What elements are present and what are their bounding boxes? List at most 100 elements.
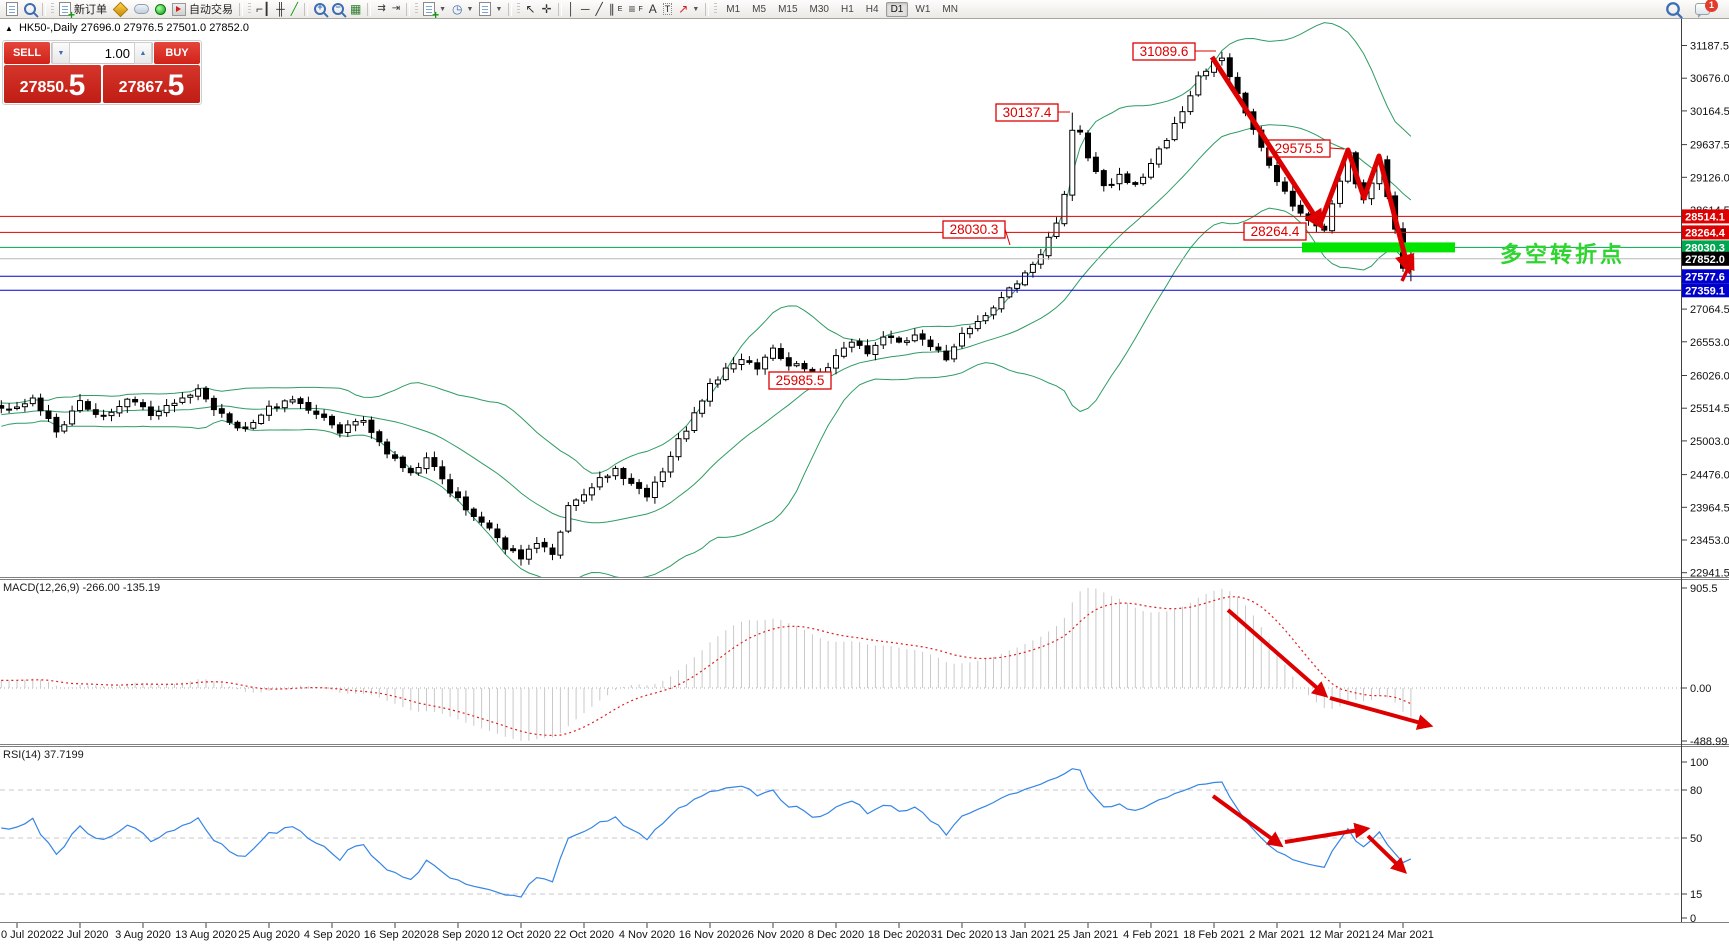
date-axis[interactable]: 0 Jul 2020 22 Jul 2020 3 Aug 2020 13 Aug 20… <box>1 923 1434 941</box>
timeframe-w1[interactable]: W1 <box>915 3 931 15</box>
zoom-out-button[interactable]: − <box>329 1 347 18</box>
symbol-arrow-icon: ▲ <box>5 24 13 33</box>
label-tool-button[interactable]: T <box>660 1 676 17</box>
tile-windows-button[interactable]: ▦ <box>347 1 364 17</box>
svg-text:18 Feb 2021: 18 Feb 2021 <box>1183 929 1245 941</box>
trend-arrows[interactable] <box>1209 55 1415 282</box>
bar-chart-button[interactable]: ⌐┃ <box>253 1 273 17</box>
timeframe-bar: M1 M5 M15 M30 H1 H4 D1 W1 MN <box>721 1 963 17</box>
buy-price-panel[interactable]: 27867 . 5 <box>103 65 200 103</box>
channel-icon: ∥ <box>608 2 615 16</box>
vline-button[interactable]: │ <box>565 1 579 17</box>
indicators-icon: + <box>423 2 439 21</box>
new-order-button[interactable]: + 新订单 <box>56 1 110 21</box>
svg-text:31089.6: 31089.6 <box>1140 44 1189 59</box>
svg-text:30164.5: 30164.5 <box>1690 106 1729 118</box>
zoom-in-icon: + <box>313 2 329 18</box>
svg-text:0: 0 <box>1690 913 1696 925</box>
paint-bucket-icon <box>112 1 129 17</box>
timeframe-h4[interactable]: H4 <box>865 3 879 15</box>
periods-button[interactable]: ◷ ▼ <box>452 2 474 16</box>
horizontal-line-icon: ─ <box>581 2 590 16</box>
volume-decrease-button[interactable]: ▼ <box>52 42 70 64</box>
arrows-tool-button[interactable]: ↗ ▼ <box>678 2 700 16</box>
volume-increase-button[interactable]: ▲ <box>134 42 152 64</box>
fibo-sub-label: F <box>638 5 643 13</box>
templates-button[interactable]: ▼ <box>476 1 505 17</box>
autotrading-icon <box>172 2 186 16</box>
line-chart-button[interactable]: ╱ <box>288 1 301 17</box>
volume-input[interactable] <box>70 44 134 62</box>
price-axis[interactable]: 31187.530676.030164.529637.529126.028614… <box>1682 41 1729 580</box>
line-chart-icon: ╱ <box>290 2 298 16</box>
timeframe-d1[interactable]: D1 <box>885 1 909 17</box>
search-icon[interactable] <box>1666 2 1684 20</box>
svg-text:50: 50 <box>1690 833 1702 845</box>
svg-text:12 Mar 2021: 12 Mar 2021 <box>1309 929 1371 941</box>
toolbar-separator <box>42 2 46 16</box>
rsi-value: 37.7199 <box>43 749 84 761</box>
vertical-line-icon: │ <box>567 2 576 16</box>
pivot-note: 多空转折点 <box>1500 242 1625 267</box>
new-chart-button[interactable] <box>3 1 21 17</box>
svg-text:80: 80 <box>1690 785 1702 797</box>
fibonacci-button[interactable]: ≡ F <box>625 1 645 17</box>
timeframe-m5[interactable]: M5 <box>752 3 767 15</box>
new-order-label: 新订单 <box>74 4 107 16</box>
svg-text:25 Aug 2020: 25 Aug 2020 <box>238 929 300 941</box>
candle-chart-button[interactable]: ╫ <box>273 1 288 17</box>
svg-text:29126.0: 29126.0 <box>1690 172 1729 184</box>
svg-text:18 Dec 2020: 18 Dec 2020 <box>868 929 930 941</box>
buy-price-main: 27867 <box>118 79 164 96</box>
svg-text:3 Aug 2020: 3 Aug 2020 <box>115 929 171 941</box>
trendline-button[interactable]: ╱ <box>593 1 606 17</box>
svg-text:22941.5: 22941.5 <box>1690 568 1729 580</box>
signals-button[interactable] <box>152 1 169 17</box>
timeframe-m30[interactable]: M30 <box>809 3 829 15</box>
notification-badge: 1 <box>1705 0 1718 12</box>
channel-button[interactable]: ∥ E <box>606 1 626 17</box>
svg-text:23964.5: 23964.5 <box>1690 502 1729 514</box>
sell-price-panel[interactable]: 27850 . 5 <box>4 65 101 103</box>
one-click-trading-panel: SELL ▼ ▲ BUY 27850 . 5 27867 . 5 <box>2 40 202 105</box>
rsi-panel <box>0 768 1681 898</box>
svg-text:0 Jul 2020: 0 Jul 2020 <box>1 929 52 941</box>
bar-chart-icon: ⌐┃ <box>256 2 271 16</box>
hline-button[interactable]: ─ <box>578 1 593 17</box>
svg-text:27359.1: 27359.1 <box>1685 285 1725 297</box>
autotrading-button[interactable]: 自动交易 <box>169 1 236 17</box>
zoom-in-button[interactable]: + <box>311 1 329 18</box>
svg-text:29637.5: 29637.5 <box>1690 140 1729 152</box>
buy-button[interactable]: BUY <box>154 42 200 64</box>
mql5-button[interactable] <box>131 1 152 17</box>
sell-button[interactable]: SELL <box>4 42 50 64</box>
chat-icon[interactable]: 1 <box>1695 0 1718 18</box>
text-tool-button[interactable]: A <box>646 1 660 17</box>
timeframe-m15[interactable]: M15 <box>778 3 798 15</box>
indicators-button[interactable]: + ▼ <box>420 1 449 21</box>
svg-text:30137.4: 30137.4 <box>1003 105 1052 120</box>
symbol-name: HK50-,Daily <box>18 22 78 34</box>
toolbar: + 新订单 自动交易 ⌐┃ ╫ ╱ + − ▦ ⇉ ⇥ + ▼ ◷ ▼ ▼ ↖ ✛ … <box>0 0 1729 21</box>
chart-shift-button[interactable]: ⇥ <box>389 1 403 17</box>
svg-text:23453.0: 23453.0 <box>1690 535 1729 547</box>
macd-name: MACD(12,26,9) <box>3 582 80 594</box>
support-zone[interactable] <box>1302 242 1455 253</box>
svg-text:26553.0: 26553.0 <box>1690 337 1729 349</box>
timeframe-m1[interactable]: M1 <box>726 3 741 15</box>
styler-button[interactable] <box>110 1 131 17</box>
svg-text:15: 15 <box>1690 889 1702 901</box>
cursor-button[interactable]: ↖ <box>522 1 538 17</box>
svg-text:25985.5: 25985.5 <box>776 373 825 388</box>
timeframe-h1[interactable]: H1 <box>840 3 854 15</box>
auto-scroll-button[interactable]: ⇉ <box>374 1 388 17</box>
sell-price-pips: 5 <box>68 69 86 102</box>
svg-text:22 Jul 2020: 22 Jul 2020 <box>52 929 109 941</box>
candle-chart-icon: ╫ <box>276 2 285 16</box>
buy-price-pips: 5 <box>167 69 185 102</box>
price-callouts[interactable]: 31089.6 30137.4 29575.5 28264.4 28030.3 25985… <box>768 42 1345 390</box>
profiles-button[interactable] <box>21 1 39 18</box>
timeframe-mn[interactable]: MN <box>942 3 958 15</box>
crosshair-button[interactable]: ✛ <box>538 1 554 17</box>
